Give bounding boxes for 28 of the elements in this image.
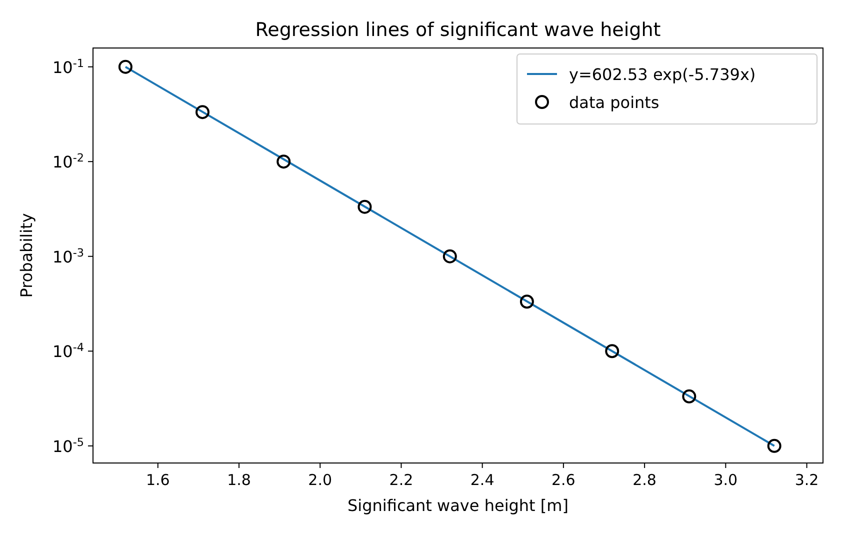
x-tick-label: 2.4 xyxy=(470,471,494,489)
y-axis-title: Probability xyxy=(17,213,36,298)
point xyxy=(442,249,457,264)
x-tick-label: 1.6 xyxy=(146,471,170,489)
point xyxy=(276,154,291,169)
point xyxy=(118,60,132,74)
x-tick-label: 3.0 xyxy=(714,471,738,489)
x-tick-label: 2.6 xyxy=(552,471,576,489)
x-tick-label: 1.8 xyxy=(227,471,251,489)
x-tick-label: 2.8 xyxy=(632,471,656,489)
y-tick-label: 10$^{-5}$ xyxy=(52,435,84,456)
chart-title: Regression lines of significant wave height xyxy=(255,19,661,41)
point xyxy=(358,200,372,214)
legend-label: y=602.53 exp(-5.739x) xyxy=(569,65,756,84)
point xyxy=(520,294,534,309)
x-tick-label: 3.2 xyxy=(794,471,819,489)
x-tick-label: 2.2 xyxy=(389,471,414,489)
y-tick-label: 10$^{-2}$ xyxy=(52,151,84,172)
point xyxy=(767,438,782,453)
legend-label: data points xyxy=(569,93,660,112)
y-tick-label: 10$^{-1}$ xyxy=(52,56,84,77)
point xyxy=(196,105,210,120)
y-tick-label: 10$^{-3}$ xyxy=(52,246,84,266)
y-tick-label: 10$^{-4}$ xyxy=(52,340,84,362)
point xyxy=(605,344,620,358)
x-tick-label: 2.0 xyxy=(308,471,332,489)
point xyxy=(682,389,696,404)
x-axis-title: Significant wave height [m] xyxy=(348,496,568,515)
